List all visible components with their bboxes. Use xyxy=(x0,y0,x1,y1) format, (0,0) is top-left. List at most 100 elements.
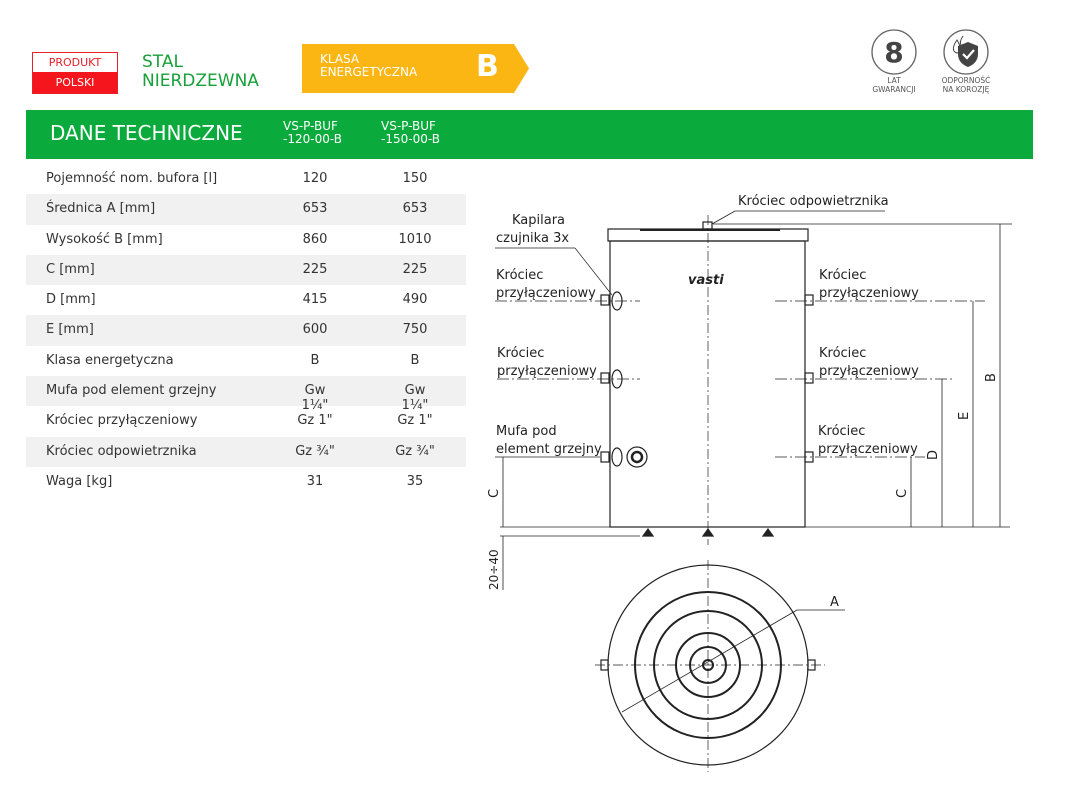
left-ports xyxy=(495,291,648,468)
spec-label: Króciec odpowietrznika xyxy=(46,443,197,459)
energy-label-line1: KLASA xyxy=(320,52,360,66)
table-row: Króciec przyłączeniowy Gz 1" Gz 1" xyxy=(26,406,466,436)
spec-value-model-1: 225 xyxy=(302,261,328,277)
spec-label: C [mm] xyxy=(46,261,95,277)
port-right-1-line2: przyłączeniowy xyxy=(819,286,919,301)
spec-value-model-1: 31 xyxy=(306,473,324,489)
dimension-lines xyxy=(502,224,1001,590)
capillary-label-2: czujnika 3x xyxy=(496,231,569,246)
model-1-line1: VS-P-BUF xyxy=(283,119,338,133)
dim-a: A xyxy=(830,595,839,610)
spec-value-model-2: 150 xyxy=(402,171,428,186)
material-line1: STAL xyxy=(142,52,183,72)
spec-value-model-2: Gw 1¼" xyxy=(401,383,429,414)
warranty-line1: LAT xyxy=(887,76,901,85)
material-label: STAL NIERDZEWNA xyxy=(142,53,259,91)
spec-label: Pojemność nom. bufora [l] xyxy=(46,171,218,186)
dim-c-left: C xyxy=(487,489,502,498)
spec-value-model-2: B xyxy=(410,352,420,368)
dim-b: B xyxy=(984,373,999,382)
model-2-line2: -150-00-B xyxy=(381,132,440,146)
spec-label: Waga [kg] xyxy=(46,473,113,489)
spec-label: Króciec przyłączeniowy xyxy=(46,413,198,429)
spec-value-model-1: B xyxy=(310,352,320,368)
brand-logo: vasti xyxy=(688,273,724,288)
table-row: Klasa energetyczna B B xyxy=(26,346,466,376)
spec-value-model-2: 1010 xyxy=(398,231,432,247)
section-header: DANE TECHNICZNE VS-P-BUF -120-00-B VS-P-… xyxy=(26,110,1033,159)
port-left-1-line1: Króciec xyxy=(496,268,543,283)
spec-label: Wysokość B [mm] xyxy=(46,231,163,247)
capillary-label-1: Kapilara xyxy=(512,213,565,228)
heater-label-1: Mufa pod xyxy=(496,424,557,439)
spec-value-model-2: Gz ¾" xyxy=(395,443,435,459)
warranty-number: 8 xyxy=(884,36,903,69)
spec-value-model-1: 415 xyxy=(302,292,328,308)
spec-value-model-2: Gz 1" xyxy=(397,413,433,429)
heater-label-2: element grzejny xyxy=(496,442,602,457)
warranty-line2: GWARANCJI xyxy=(872,85,916,94)
spec-label: Średnica A [mm] xyxy=(46,201,156,217)
spec-label: D [mm] xyxy=(46,292,96,308)
spec-value-model-2: 653 xyxy=(402,201,428,217)
dim-d: D xyxy=(926,450,941,460)
dimension-labels: C C D E B 20÷40 A xyxy=(487,373,999,610)
polski-text: POLSKI xyxy=(33,72,117,93)
spec-table: Pojemność nom. bufora [l] 120 150 Średnica … xyxy=(26,164,466,497)
produkt-polski-badge: PRODUKT POLSKI xyxy=(32,52,118,94)
corrosion-badge: ODPORNOŚĆ NA KOROZJĘ xyxy=(933,28,999,94)
dim-e: E xyxy=(957,412,972,420)
drawing-labels: Kapilara czujnika 3x Króciec przyłączeni… xyxy=(496,213,919,457)
energy-arrow-shape xyxy=(302,44,529,93)
section-title: DANE TECHNICZNE xyxy=(50,121,243,145)
port-left-2-line2: przyłączeniowy xyxy=(497,364,597,379)
model-header-2: VS-P-BUF -150-00-B xyxy=(381,120,440,146)
energy-label-line2: ENERGETYCZNA xyxy=(320,65,418,79)
vent-label: Króciec odpowietrznika xyxy=(738,194,889,209)
warranty-circle-icon: 8 xyxy=(871,29,917,75)
spec-value-model-1: Gz ¾" xyxy=(295,443,335,459)
corrosion-line1: ODPORNOŚĆ xyxy=(941,76,991,85)
table-row: E [mm] 600 750 xyxy=(26,315,466,346)
material-line2: NIERDZEWNA xyxy=(142,71,259,91)
model-header-1: VS-P-BUF -120-00-B xyxy=(283,120,342,146)
table-row: Króciec odpowietrznika Gz ¾" Gz ¾" xyxy=(26,436,466,467)
right-ports xyxy=(713,223,1012,463)
port-left-2-line1: Króciec xyxy=(497,346,544,361)
spec-value-model-1: Gz 1" xyxy=(297,413,333,429)
port-right-3-line2: przyłączeniowy xyxy=(818,442,918,457)
corrosion-line2: NA KOROZJĘ xyxy=(942,85,990,94)
model-1-line2: -120-00-B xyxy=(283,132,342,146)
dim-c-right: C xyxy=(895,489,910,498)
spec-value-model-1: 600 xyxy=(302,322,328,338)
spec-value-model-2: 490 xyxy=(402,292,428,308)
table-row: Pojemność nom. bufora [l] 120 150 xyxy=(26,164,466,194)
port-right-2-line2: przyłączeniowy xyxy=(819,364,919,379)
port-left-1-line2: przyłączeniowy xyxy=(496,286,596,301)
table-row: Średnica A [mm] 653 653 xyxy=(26,194,466,225)
spec-label: E [mm] xyxy=(46,322,94,338)
model-2-line1: VS-P-BUF xyxy=(381,119,436,133)
port-right-3-line1: Króciec xyxy=(818,424,865,439)
produkt-text: PRODUKT xyxy=(33,53,117,72)
spec-label: Klasa energetyczna xyxy=(46,352,174,368)
dim-feet: 20÷40 xyxy=(487,549,501,590)
shield-check-icon xyxy=(943,29,989,75)
spec-value-model-2: 750 xyxy=(402,322,428,338)
top-view xyxy=(595,560,845,772)
table-row: D [mm] 415 490 xyxy=(26,285,466,315)
port-right-1-line1: Króciec xyxy=(819,268,866,283)
spec-value-model-1: 653 xyxy=(302,201,328,217)
energy-class-badge: KLASA ENERGETYCZNA B xyxy=(302,44,529,93)
spec-value-model-2: 225 xyxy=(402,261,428,277)
table-row: Mufa pod element grzejny Gw 1¼" Gw 1¼" xyxy=(26,376,466,413)
spec-value-model-1: 860 xyxy=(302,231,328,247)
energy-class-label: KLASA ENERGETYCZNA xyxy=(320,53,417,79)
port-right-2-line1: Króciec xyxy=(819,346,866,361)
spec-value-model-1: 120 xyxy=(302,171,328,186)
table-row: C [mm] 225 225 xyxy=(26,254,466,286)
spec-value-model-1: Gw 1¼" xyxy=(301,383,329,414)
energy-class-value: B xyxy=(476,49,499,84)
